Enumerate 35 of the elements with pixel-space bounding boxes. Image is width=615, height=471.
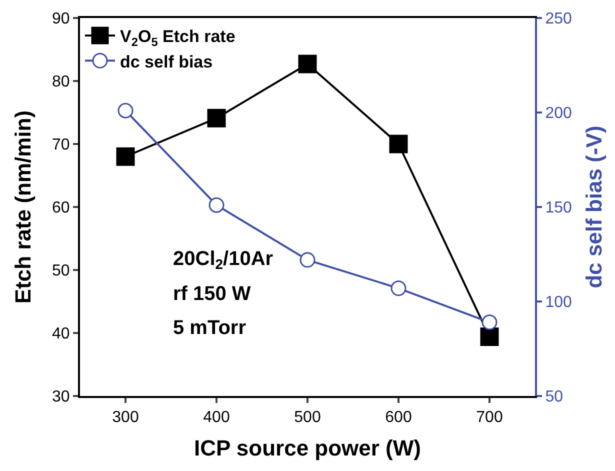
x-tick-label: 600 xyxy=(385,409,412,426)
y-tick-label: 40 xyxy=(52,326,70,343)
y-tick-label: 90 xyxy=(52,10,70,28)
point xyxy=(208,197,224,213)
point xyxy=(390,280,406,296)
point xyxy=(300,252,316,268)
point xyxy=(116,147,135,166)
y-axis-title: Etch rate (nm/min) xyxy=(10,110,36,304)
y2-tick-label: 200 xyxy=(545,105,572,122)
annotation: 20Cl$_{2}$/10Ar xyxy=(173,248,274,272)
y-tick-label: 70 xyxy=(52,136,70,154)
x-tick-label: 500 xyxy=(294,409,321,426)
point xyxy=(389,134,408,154)
y2-tick-label: 250 xyxy=(545,10,572,28)
point xyxy=(207,108,226,128)
y-tick-label: 80 xyxy=(52,74,70,91)
y2-tick-label: 50 xyxy=(545,388,564,406)
y-tick-label: 50 xyxy=(52,262,70,280)
annotation: rf 150 W xyxy=(173,283,251,305)
x-axis-title: ICP source power (W) xyxy=(194,436,421,461)
point xyxy=(482,314,498,330)
y2-tick-label: 100 xyxy=(545,294,572,312)
y-tick-label: 30 xyxy=(52,388,70,406)
y2-axis-title: dc self bias (-V) xyxy=(581,126,606,288)
legend-label: V$_{2}$O$_{5}$ Etch rate xyxy=(120,27,236,49)
point xyxy=(118,102,134,118)
legend-label: dc self bias xyxy=(120,52,213,72)
x-tick-label: 400 xyxy=(203,409,230,426)
y2-tick-label: 150 xyxy=(545,200,572,217)
point xyxy=(480,328,499,346)
annotation: 5 mTorr xyxy=(173,317,246,339)
y-tick-label: 60 xyxy=(52,200,70,217)
x-tick-label: 300 xyxy=(112,409,139,426)
x-tick-label: 700 xyxy=(476,409,503,426)
point xyxy=(298,54,317,74)
